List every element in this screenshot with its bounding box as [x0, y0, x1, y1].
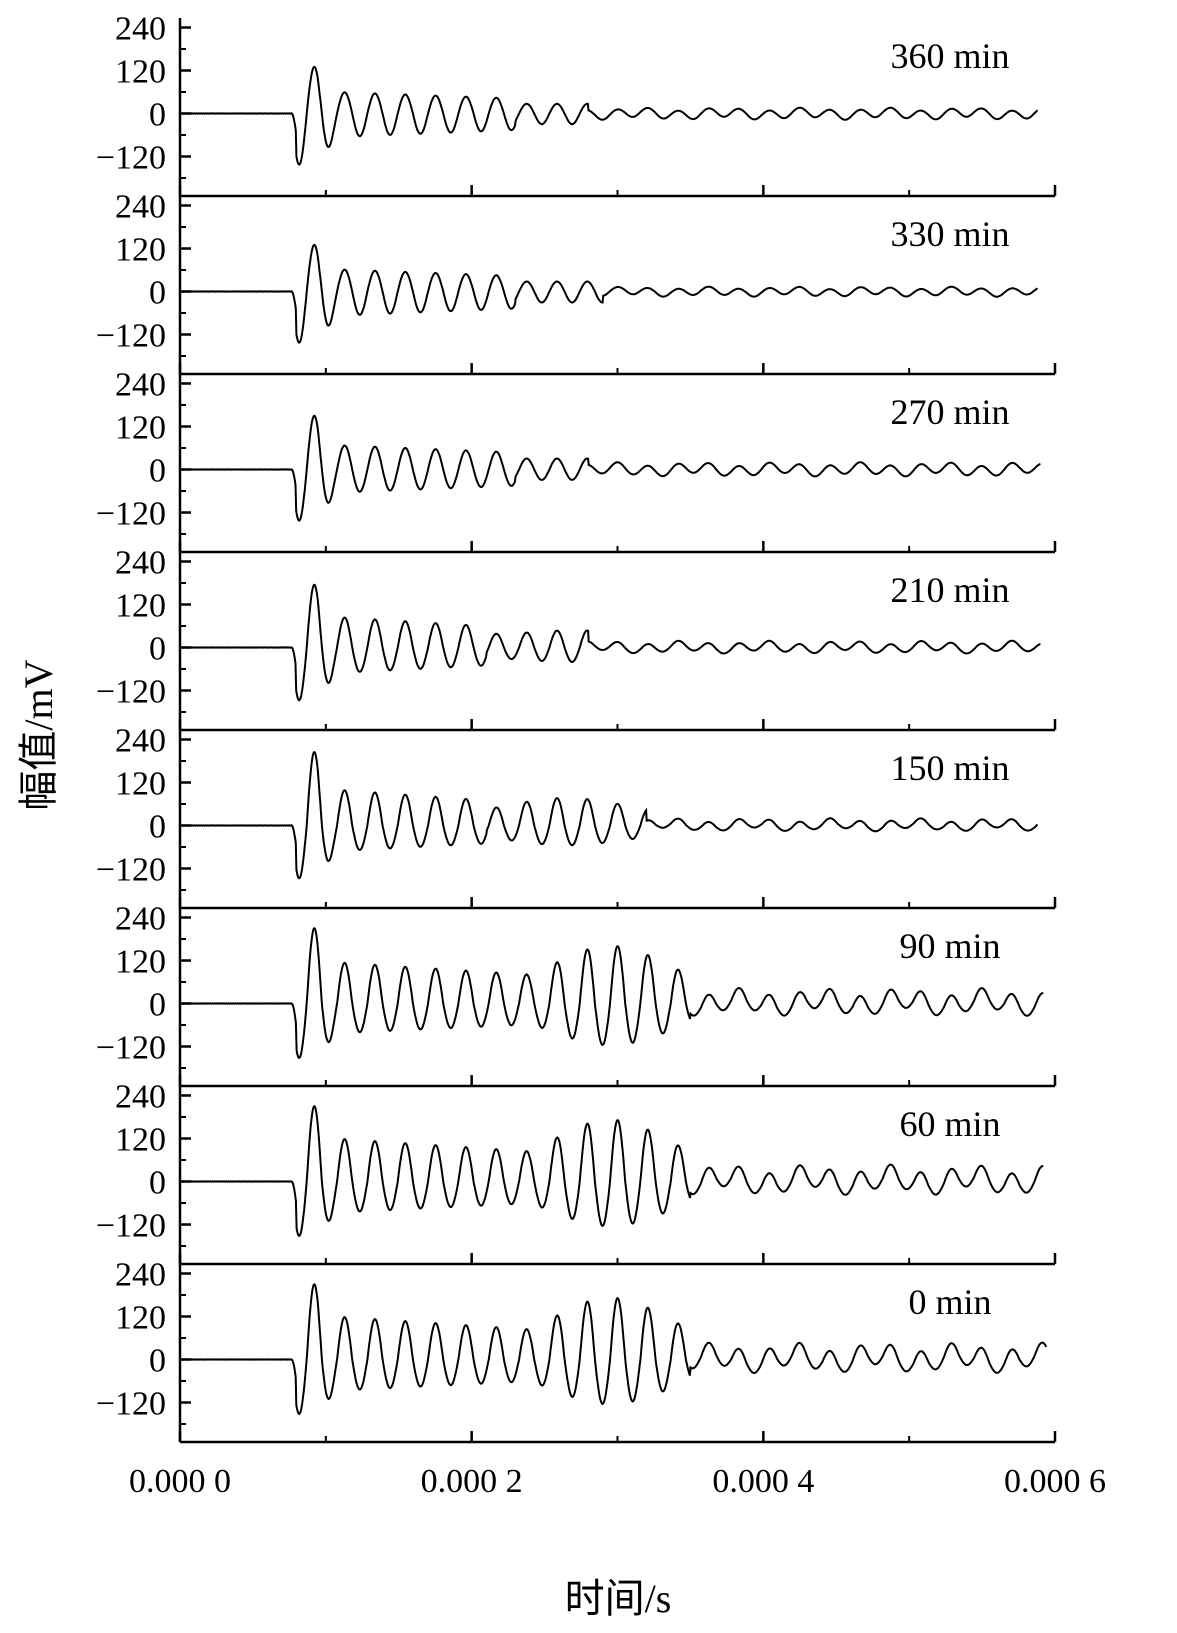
panel-270-min: 240 120 0 −120 270 min — [96, 367, 1057, 554]
y-tick-label: −120 — [96, 318, 166, 355]
y-tick-label: 0 — [149, 1165, 166, 1202]
panels-layer: 240 120 0 −120 360 min 240 120 0 −120 330 min 240 1… — [96, 11, 1057, 1444]
panel-330-min: 240 120 0 −120 330 min — [96, 189, 1057, 376]
panel-60-min: 240 120 0 −120 60 min — [96, 1079, 1057, 1266]
panel-label: 210 min — [890, 570, 1009, 610]
y-tick-label: −120 — [96, 496, 166, 533]
waveform-series — [179, 750, 1039, 880]
y-tick-label: 240 — [115, 189, 166, 226]
y-tick-label: 240 — [115, 901, 166, 938]
panel-label: 0 min — [908, 1282, 991, 1322]
panel-label: 330 min — [890, 214, 1009, 254]
y-tick-label: −120 — [96, 852, 166, 889]
y-tick-label: 0 — [149, 275, 166, 312]
waveform-series — [179, 414, 1041, 522]
y-axis-title: 幅值/mV — [16, 659, 61, 810]
panel-label: 150 min — [890, 748, 1009, 788]
y-tick-label: 0 — [149, 809, 166, 846]
y-tick-label: −120 — [96, 1386, 166, 1423]
y-tick-label: 120 — [115, 410, 166, 447]
panel-90-min: 240 120 0 −120 90 min — [96, 901, 1057, 1088]
panel-label: 60 min — [899, 1104, 1000, 1144]
waveform-series — [179, 1282, 1048, 1415]
y-tick-label: −120 — [96, 1030, 166, 1067]
y-tick-label: 240 — [115, 723, 166, 760]
panel-150-min: 240 120 0 −120 150 min — [96, 723, 1057, 910]
x-tick-label: 0.000 4 — [712, 1463, 814, 1500]
x-tick-label: 0.000 6 — [1004, 1463, 1106, 1500]
panel-0-min: 240 120 0 −120 0 min — [96, 1257, 1057, 1444]
y-tick-label: −120 — [96, 140, 166, 177]
waveform-series — [179, 583, 1041, 702]
x-axis-title: 时间/s — [565, 1576, 672, 1621]
panel-210-min: 240 120 0 −120 210 min — [96, 545, 1057, 732]
y-tick-label: 240 — [115, 1257, 166, 1294]
y-tick-label: 120 — [115, 54, 166, 91]
panel-label: 360 min — [890, 36, 1009, 76]
panel-label: 270 min — [890, 392, 1009, 432]
waveform-series — [179, 65, 1039, 166]
y-tick-label: 240 — [115, 367, 166, 404]
y-tick-label: 120 — [115, 766, 166, 803]
waveform-series — [179, 927, 1044, 1060]
x-tick-label: 0.000 0 — [129, 1463, 231, 1500]
y-tick-label: 0 — [149, 987, 166, 1024]
x-axis: 0.000 0 0.000 2 0.000 4 0.000 6 — [129, 1463, 1106, 1500]
y-tick-label: 240 — [115, 1079, 166, 1116]
x-tick-label: 0.000 2 — [421, 1463, 523, 1500]
y-tick-label: 120 — [115, 588, 166, 625]
y-tick-label: 120 — [115, 1122, 166, 1159]
y-tick-label: 120 — [115, 1300, 166, 1337]
y-tick-label: 240 — [115, 11, 166, 48]
y-tick-label: 0 — [149, 97, 166, 134]
y-tick-label: 0 — [149, 631, 166, 668]
y-tick-label: 120 — [115, 944, 166, 981]
y-tick-label: −120 — [96, 1208, 166, 1245]
waveform-series — [179, 243, 1039, 344]
waveform-series — [179, 1105, 1044, 1238]
panel-360-min: 240 120 0 −120 360 min — [96, 11, 1057, 198]
y-tick-label: 0 — [149, 453, 166, 490]
y-tick-label: 120 — [115, 232, 166, 269]
y-tick-label: −120 — [96, 674, 166, 711]
panel-label: 90 min — [899, 926, 1000, 966]
y-tick-label: 0 — [149, 1343, 166, 1380]
y-tick-label: 240 — [115, 545, 166, 582]
